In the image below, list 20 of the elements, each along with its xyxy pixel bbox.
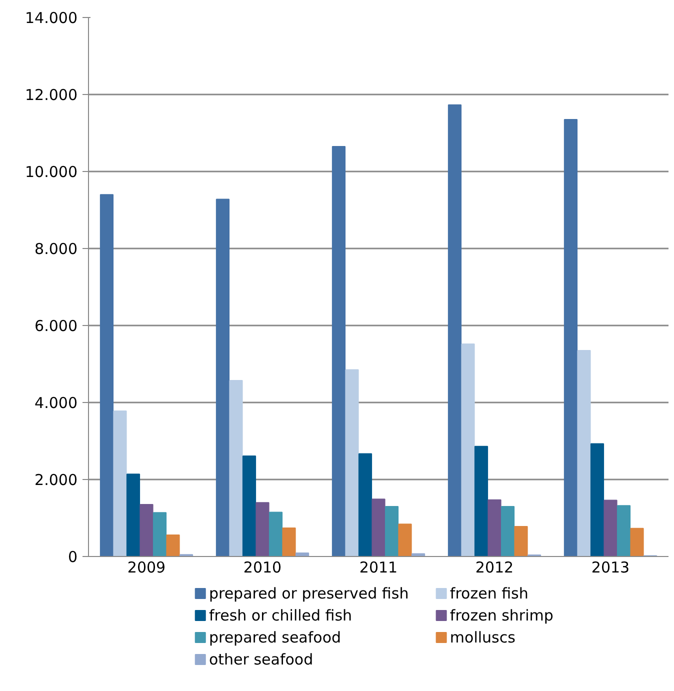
y-tick-label: 4.000 bbox=[34, 394, 78, 412]
legend-label: frozen fish bbox=[450, 584, 528, 602]
x-tick-label: 2012 bbox=[475, 558, 514, 576]
x-tick-label: 2010 bbox=[243, 558, 282, 576]
y-tick-label: 8.000 bbox=[34, 240, 78, 258]
x-tick-label: 2013 bbox=[591, 558, 630, 576]
y-tick-label: 6.000 bbox=[34, 317, 78, 335]
y-tick-label: 10.000 bbox=[25, 163, 78, 181]
y-tick-label: 2.000 bbox=[34, 471, 78, 489]
y-tick-label: 14.000 bbox=[25, 9, 78, 27]
y-tick-label: 0 bbox=[68, 548, 78, 566]
x-tick-label: 2009 bbox=[127, 558, 166, 576]
y-tick-label: 12.000 bbox=[25, 86, 78, 104]
legend-label: fresh or chilled fish bbox=[208, 606, 352, 624]
x-tick-label: 2011 bbox=[359, 558, 398, 576]
legend-label: prepared or preserved fish bbox=[208, 584, 409, 602]
legend-label: frozen shrimp bbox=[450, 606, 554, 624]
legend-label: molluscs bbox=[450, 628, 516, 646]
legend-label: other seafood bbox=[208, 650, 314, 668]
legend-label: prepared seafood bbox=[208, 628, 342, 646]
